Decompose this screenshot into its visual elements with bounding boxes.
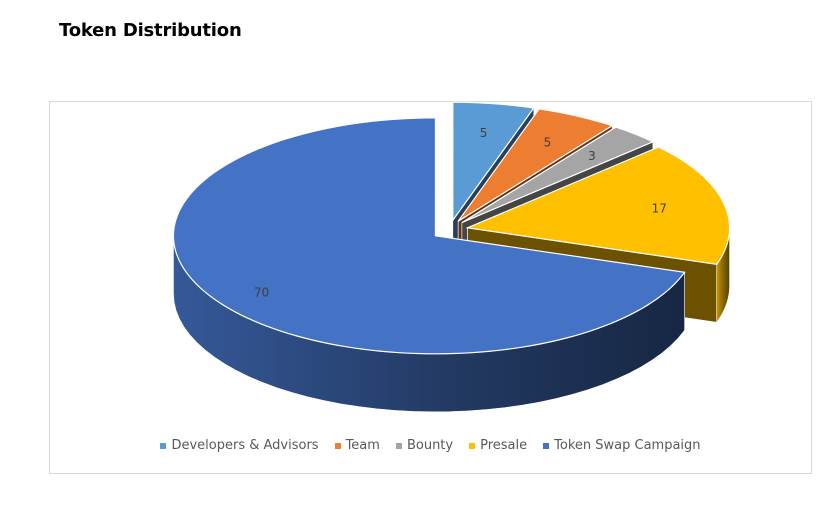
legend-item-0: Developers & Advisors [160,438,319,453]
legend-item-4: Token Swap Campaign [543,438,701,453]
data-label-4: 70 [254,286,269,300]
data-label-0: 5 [480,126,488,140]
legend-swatch [334,442,341,449]
slice-tops [172,101,731,355]
legend-swatch [160,442,167,449]
legend-item-2: Bounty [395,438,454,453]
slice-2 [461,126,655,224]
chart-legend: Developers & Advisors Team Bounty Presale To… [49,438,812,453]
legend-swatch [543,442,550,449]
legend-label: Developers & Advisors [171,438,319,453]
legend-swatch [469,442,476,449]
slice-3 [465,146,731,265]
legend-label: Team [345,438,380,453]
legend-item-3: Presale [469,438,527,453]
data-label-2: 3 [588,149,596,163]
legend-label: Token Swap Campaign [554,438,701,453]
legend-label: Bounty [406,438,454,453]
slice-1 [457,108,614,222]
data-label-1: 5 [544,135,552,149]
slice-4 [172,117,686,355]
data-label-3: 17 [652,202,667,216]
data-labels: 5 5 3 17 70 [254,126,667,300]
page-title: Token Distribution [59,20,242,41]
legend-item-1: Team [334,438,380,453]
chart-frame [49,101,812,474]
legend-swatch [395,442,402,449]
legend-label: Presale [480,438,528,453]
slice-0 [452,101,535,223]
